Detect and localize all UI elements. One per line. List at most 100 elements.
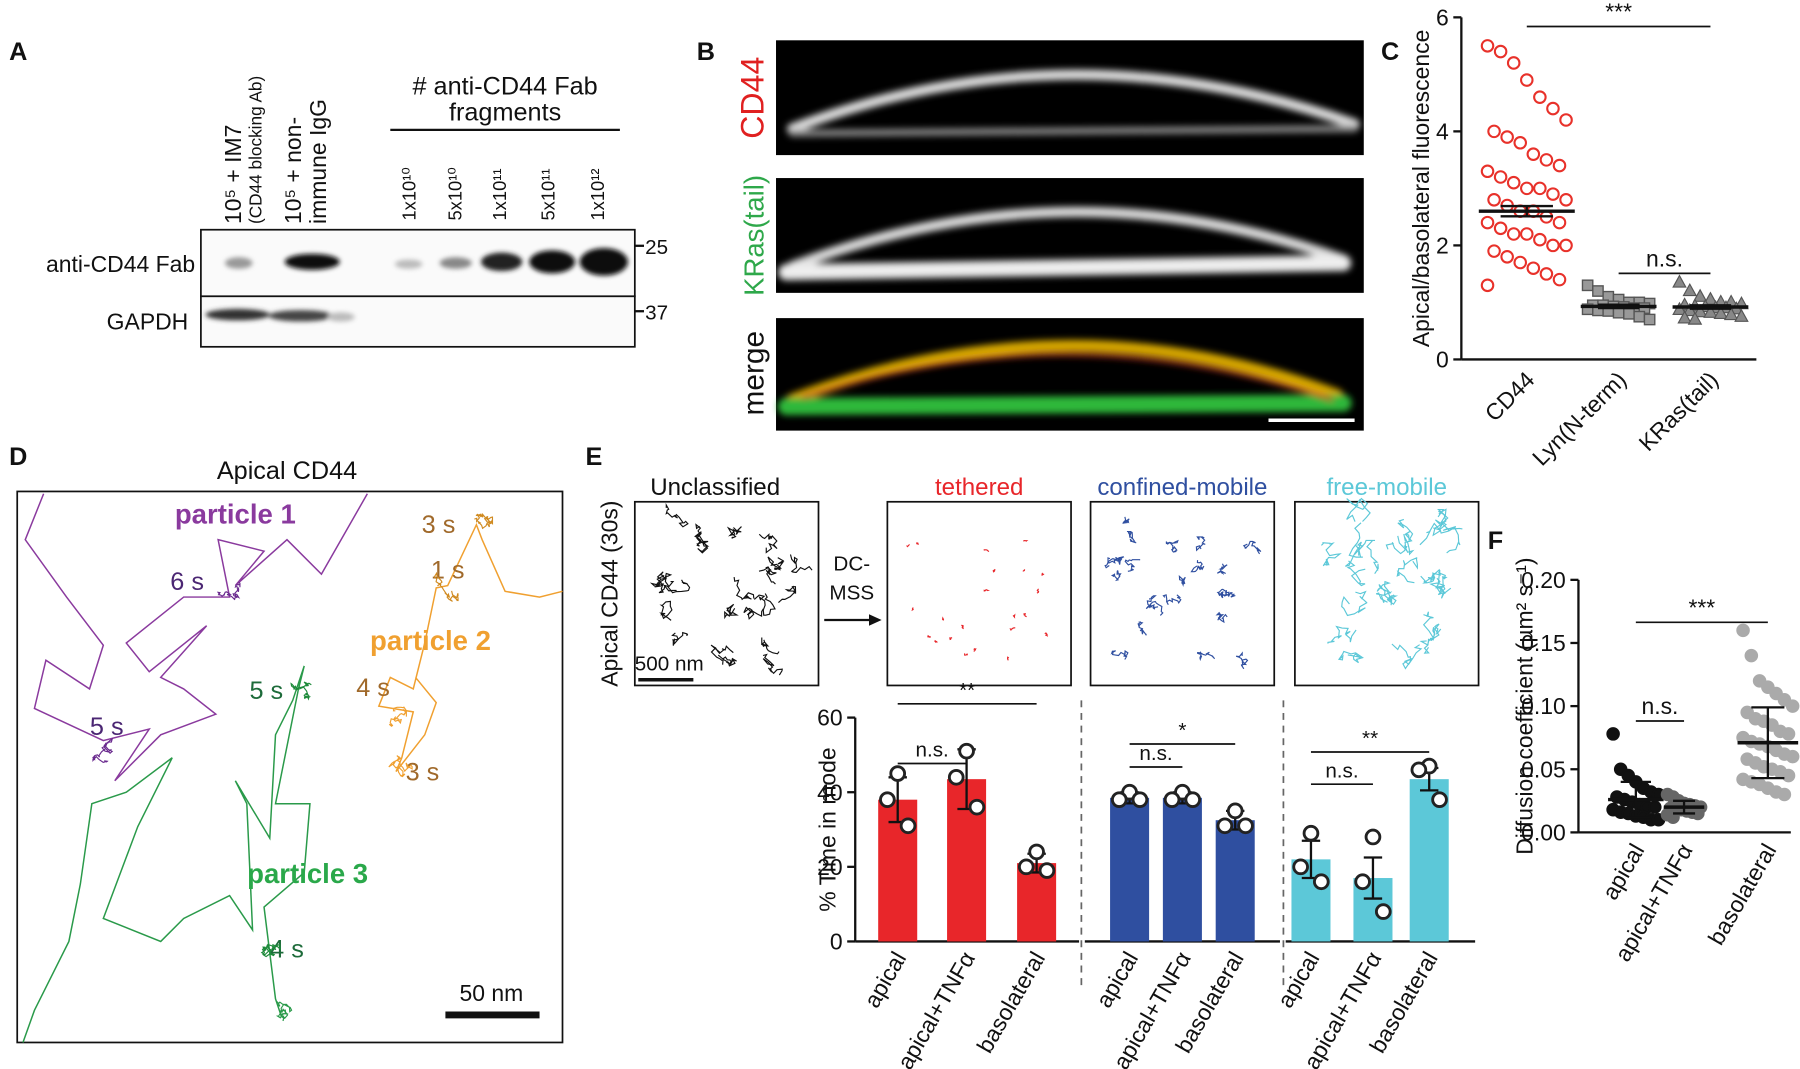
track xyxy=(1391,643,1423,670)
row-label: anti-CD44 Fab xyxy=(46,251,195,277)
data-point xyxy=(1777,787,1792,802)
time-label: 5 s xyxy=(90,713,124,741)
data-point xyxy=(1431,791,1448,809)
particle-label: particle 2 xyxy=(370,625,491,656)
track xyxy=(1195,536,1206,552)
data-point xyxy=(1493,170,1508,184)
data-point xyxy=(1736,623,1750,638)
particle-label: particle 1 xyxy=(175,499,296,530)
track xyxy=(789,554,813,573)
data-point xyxy=(1643,313,1656,326)
time-label: 6 s xyxy=(170,568,204,596)
data-point xyxy=(1226,802,1244,820)
data-point xyxy=(1546,187,1560,201)
track xyxy=(1023,540,1029,542)
data-point xyxy=(1785,749,1800,764)
data-point xyxy=(1539,267,1554,281)
track xyxy=(1420,568,1441,584)
track xyxy=(949,637,953,641)
arrow-head xyxy=(869,614,882,626)
axis-label: % Time in mode xyxy=(815,747,841,911)
data-point xyxy=(1552,272,1567,287)
track xyxy=(654,572,675,594)
data-point xyxy=(1533,232,1547,247)
data-point xyxy=(1533,181,1547,196)
track xyxy=(1429,577,1452,599)
trajectory xyxy=(24,493,368,782)
track xyxy=(671,631,689,646)
data-point xyxy=(1520,181,1534,196)
significance-label: n.s. xyxy=(1325,759,1358,782)
data-point xyxy=(1163,791,1181,809)
track xyxy=(1107,556,1123,565)
track xyxy=(260,943,281,958)
mode-title: tethered xyxy=(935,474,1023,501)
panel-label: C xyxy=(1381,38,1399,66)
track xyxy=(1110,650,1129,660)
mode-title: Unclassified xyxy=(650,474,780,501)
track xyxy=(1122,516,1130,524)
track-frame xyxy=(16,490,564,1044)
data-point xyxy=(1017,858,1035,876)
track xyxy=(992,568,996,573)
data-point xyxy=(1487,124,1501,139)
data-point xyxy=(1546,238,1560,253)
track xyxy=(275,1000,293,1022)
track xyxy=(1006,656,1010,661)
track xyxy=(1165,539,1179,553)
track xyxy=(1215,611,1228,624)
x-tick-label: apical xyxy=(859,947,911,1012)
track xyxy=(1385,533,1415,556)
data-point xyxy=(1692,288,1708,302)
track xyxy=(1126,530,1137,544)
trajectory xyxy=(377,522,563,773)
track xyxy=(753,593,776,616)
track xyxy=(1337,650,1364,664)
time-label: 3 s xyxy=(406,759,440,787)
track xyxy=(1433,521,1461,554)
track xyxy=(983,589,991,592)
panel-label: D xyxy=(9,443,27,471)
data-point xyxy=(1781,727,1796,741)
y-tick-label: 40 xyxy=(817,779,843,805)
data-point xyxy=(1552,215,1567,230)
track-frame xyxy=(1294,500,1480,687)
y-tick-label: 20 xyxy=(817,854,843,880)
significance-label: *** xyxy=(1688,594,1715,620)
data-point xyxy=(1374,903,1392,920)
data-point xyxy=(1533,90,1547,104)
panel-label: E xyxy=(585,443,602,471)
track xyxy=(1378,584,1399,606)
data-point xyxy=(1687,311,1703,325)
data-point xyxy=(899,817,917,835)
data-point xyxy=(1785,699,1800,713)
track xyxy=(1422,611,1442,640)
dose-label: 1x10¹⁰ xyxy=(399,167,420,220)
data-point xyxy=(1506,175,1521,190)
data-point xyxy=(1648,800,1662,814)
data-point xyxy=(1552,158,1567,173)
data-point xyxy=(1744,648,1759,663)
blot-row xyxy=(200,295,636,348)
track xyxy=(941,616,945,621)
track xyxy=(1235,651,1249,670)
track xyxy=(1220,591,1236,598)
axis-label: Diffusion coefficient (µm² s⁻¹) xyxy=(1512,557,1538,854)
data-point xyxy=(1302,824,1320,842)
y-tick-label: 0.05 xyxy=(1521,756,1566,782)
data-point xyxy=(1038,862,1056,879)
data-point xyxy=(1781,768,1796,783)
track xyxy=(1012,613,1016,619)
data-point xyxy=(1493,44,1508,59)
data-point xyxy=(1546,101,1560,116)
data-point xyxy=(1237,817,1254,835)
track xyxy=(1124,559,1141,572)
y-tick-label: 0 xyxy=(830,928,843,954)
track xyxy=(1041,572,1045,576)
track xyxy=(973,648,977,652)
row-label: GAPDH xyxy=(107,309,189,335)
data-point xyxy=(1672,274,1687,288)
significance-label: n.s. xyxy=(1641,693,1678,719)
data-point xyxy=(1487,244,1501,258)
track xyxy=(1353,539,1379,574)
